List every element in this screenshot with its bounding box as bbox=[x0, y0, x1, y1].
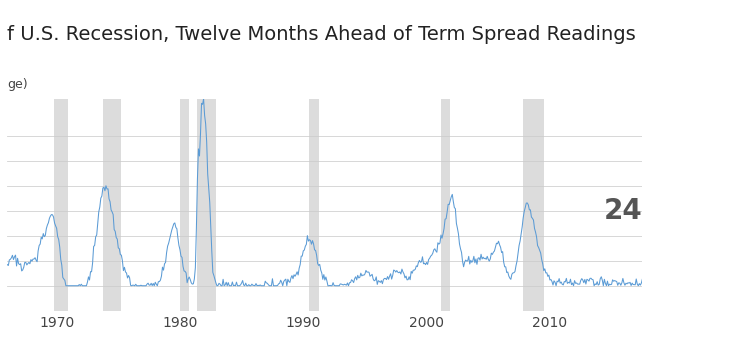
Text: ge): ge) bbox=[7, 78, 28, 91]
Bar bbox=[197, 99, 215, 311]
Bar bbox=[54, 99, 68, 311]
Bar bbox=[180, 99, 188, 311]
Bar bbox=[104, 99, 120, 311]
Bar bbox=[442, 99, 450, 311]
Bar bbox=[310, 99, 319, 311]
Text: f U.S. Recession, Twelve Months Ahead of Term Spread Readings: f U.S. Recession, Twelve Months Ahead of… bbox=[7, 25, 636, 44]
Bar bbox=[523, 99, 544, 311]
Text: 24: 24 bbox=[604, 197, 642, 225]
